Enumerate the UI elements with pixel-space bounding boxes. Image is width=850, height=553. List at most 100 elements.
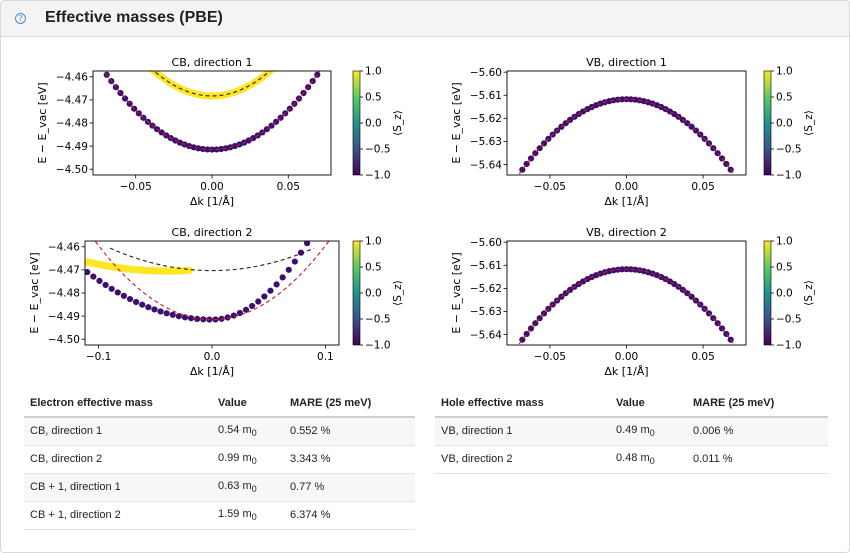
data-point <box>139 57 146 64</box>
data-point <box>163 310 170 317</box>
row-value: 0.99 m0 <box>212 445 284 474</box>
x-tick-label: 0.05 <box>691 181 714 193</box>
y-axis-label: E − E_vac [eV] <box>28 252 41 333</box>
table-row: VB, direction 2 0.48 m0 0.011 % <box>435 445 828 474</box>
column-header-electron-effective-mass: Electron effective mass <box>24 390 212 418</box>
colorbar-label: ⟨S_z⟩ <box>392 280 404 306</box>
plot-marks <box>518 96 735 175</box>
x-tick-label: −0.05 <box>120 181 152 193</box>
plot-marks <box>518 266 735 345</box>
data-point <box>145 304 152 311</box>
data-point <box>126 295 134 303</box>
data-point <box>279 274 286 281</box>
row-label: CB + 1, direction 2 <box>24 501 212 530</box>
colorbar-tick-label: 1.0 <box>365 236 382 248</box>
y-tick-label: −4.47 <box>56 95 88 107</box>
column-header-mare: MARE (25 meV) <box>284 390 415 418</box>
y-tick-label: −4.46 <box>56 71 88 83</box>
data-point <box>310 230 316 236</box>
data-point <box>273 61 280 68</box>
y-tick-label: −5.60 <box>470 237 502 249</box>
colorbar <box>763 240 772 346</box>
y-tick-label: −5.60 <box>470 67 502 79</box>
x-tick-label: 0.00 <box>615 181 638 193</box>
data-point <box>261 293 268 300</box>
x-tick-label: 0.05 <box>277 181 300 193</box>
y-axis-label: E − E_vac [eV] <box>450 82 463 163</box>
colorbar <box>763 70 772 176</box>
x-tick-label: 0.00 <box>615 351 638 363</box>
fit-line <box>109 247 315 272</box>
table-header-row: Electron effective mass Value MARE (25 m… <box>24 390 415 418</box>
chart-3: CB, direction 2 −0.1 0.0 0.1 −4.46 −4.47 −4.48… <box>28 208 404 378</box>
data-point <box>144 61 151 68</box>
data-point <box>267 287 274 294</box>
question-circle-icon[interactable]: ? <box>15 13 26 24</box>
chart-title: CB, direction 2 <box>172 226 253 239</box>
row-label: CB + 1, direction 1 <box>24 473 212 502</box>
colorbar-tick-label: −0.5 <box>365 314 391 326</box>
plot-area <box>93 71 331 175</box>
data-point <box>619 96 626 103</box>
table-row: VB, direction 1 0.49 m0 0.006 % <box>435 417 828 446</box>
data-point <box>255 298 262 305</box>
colorbar-tick-label: 0.5 <box>365 262 382 274</box>
fit-line <box>94 241 330 321</box>
x-tick-label: 0.05 <box>691 351 714 363</box>
x-axis-label: Δk [1/Å] <box>604 365 648 378</box>
y-tick-label: −5.63 <box>470 136 502 148</box>
data-point <box>96 277 103 284</box>
data-point <box>102 281 109 289</box>
chart-title: CB, direction 1 <box>172 56 253 69</box>
row-value: 1.59 m0 <box>212 501 284 530</box>
data-point <box>619 266 626 273</box>
row-label: CB, direction 2 <box>24 445 212 474</box>
data-point <box>85 268 91 276</box>
data-point <box>320 71 323 72</box>
data-point <box>242 306 250 313</box>
row-value: 0.48 m0 <box>610 445 687 474</box>
row-mare: 0.77 % <box>284 473 415 502</box>
data-point <box>218 145 225 153</box>
data-point <box>204 146 211 153</box>
data-point <box>322 208 328 214</box>
column-header-hole-effective-mass: Hole effective mass <box>435 390 610 418</box>
colorbar-tick-label: 0.0 <box>365 118 382 130</box>
data-point <box>101 71 104 72</box>
plot-area <box>85 241 339 345</box>
data-point <box>146 64 153 71</box>
data-point <box>273 281 280 288</box>
data-point <box>169 311 176 318</box>
data-point <box>249 302 256 310</box>
data-point <box>303 241 311 247</box>
colorbar-tick-label: −0.5 <box>776 144 802 156</box>
table-row: CB, direction 1 0.54 m0 0.552 % <box>24 417 415 446</box>
x-tick-label: 0.1 <box>317 351 334 363</box>
panel-title: Effective masses (PBE) <box>45 9 223 26</box>
colorbar-tick-label: 0.0 <box>776 288 793 300</box>
fit-line <box>518 268 735 345</box>
data-point <box>245 137 252 144</box>
chart-4: VB, direction 2 −0.05 0.00 0.05 −5.60 −5.61 −5… <box>450 226 815 378</box>
colorbar-tick-label: 0.5 <box>365 92 382 104</box>
y-axis-label: E − E_vac [eV] <box>36 82 49 163</box>
data-point <box>194 315 201 323</box>
table-row: CB, direction 2 0.99 m0 3.343 % <box>24 445 415 474</box>
y-tick-label: −4.50 <box>48 334 80 346</box>
y-tick-label: −5.63 <box>470 306 502 318</box>
data-point <box>275 59 282 66</box>
data-point <box>90 273 97 280</box>
data-point <box>139 301 146 308</box>
data-point <box>278 57 285 64</box>
colorbar-tick-label: 0.5 <box>776 92 793 104</box>
y-tick-label: −5.64 <box>470 329 502 341</box>
y-tick-label: −4.48 <box>48 288 80 300</box>
plot-marks <box>85 208 330 323</box>
row-label: VB, direction 2 <box>435 445 610 474</box>
hole-effective-mass-table: Hole effective mass Value MARE (25 meV) … <box>435 390 828 474</box>
x-tick-label: −0.05 <box>534 351 566 363</box>
data-point <box>268 71 275 73</box>
x-tick-label: −0.05 <box>534 181 566 193</box>
colorbar-tick-label: 0.0 <box>365 288 382 300</box>
